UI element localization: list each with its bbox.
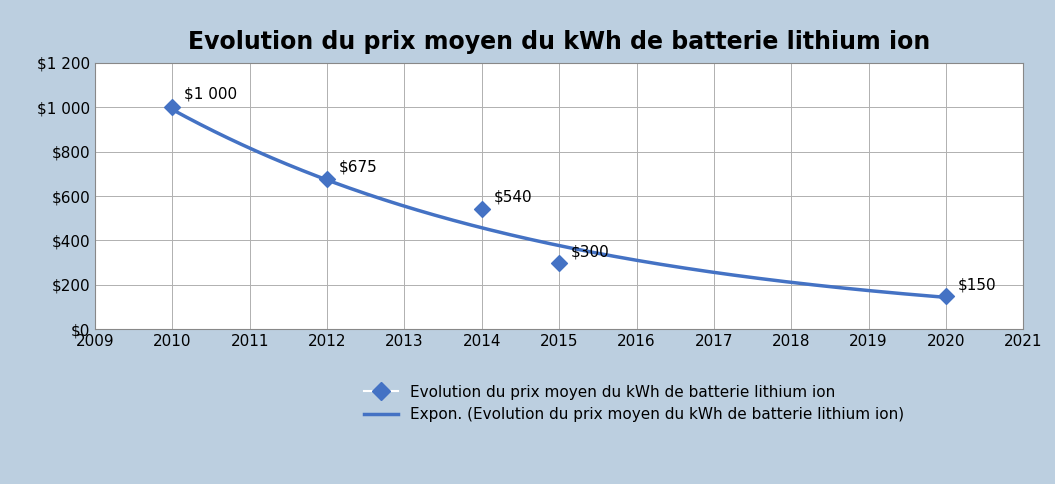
Text: $150: $150: [958, 277, 996, 292]
Title: Evolution du prix moyen du kWh de batterie lithium ion: Evolution du prix moyen du kWh de batter…: [188, 30, 931, 54]
Point: [551, 258, 568, 266]
Point: [319, 176, 335, 183]
Text: $675: $675: [339, 160, 378, 175]
Text: $1 000: $1 000: [184, 87, 237, 102]
Text: $300: $300: [571, 244, 610, 259]
Point: [164, 104, 180, 111]
Text: $540: $540: [494, 190, 532, 205]
Point: [938, 292, 955, 300]
Point: [474, 206, 491, 213]
Legend: Evolution du prix moyen du kWh de batterie lithium ion, Expon. (Evolution du pri: Evolution du prix moyen du kWh de batter…: [364, 385, 904, 423]
